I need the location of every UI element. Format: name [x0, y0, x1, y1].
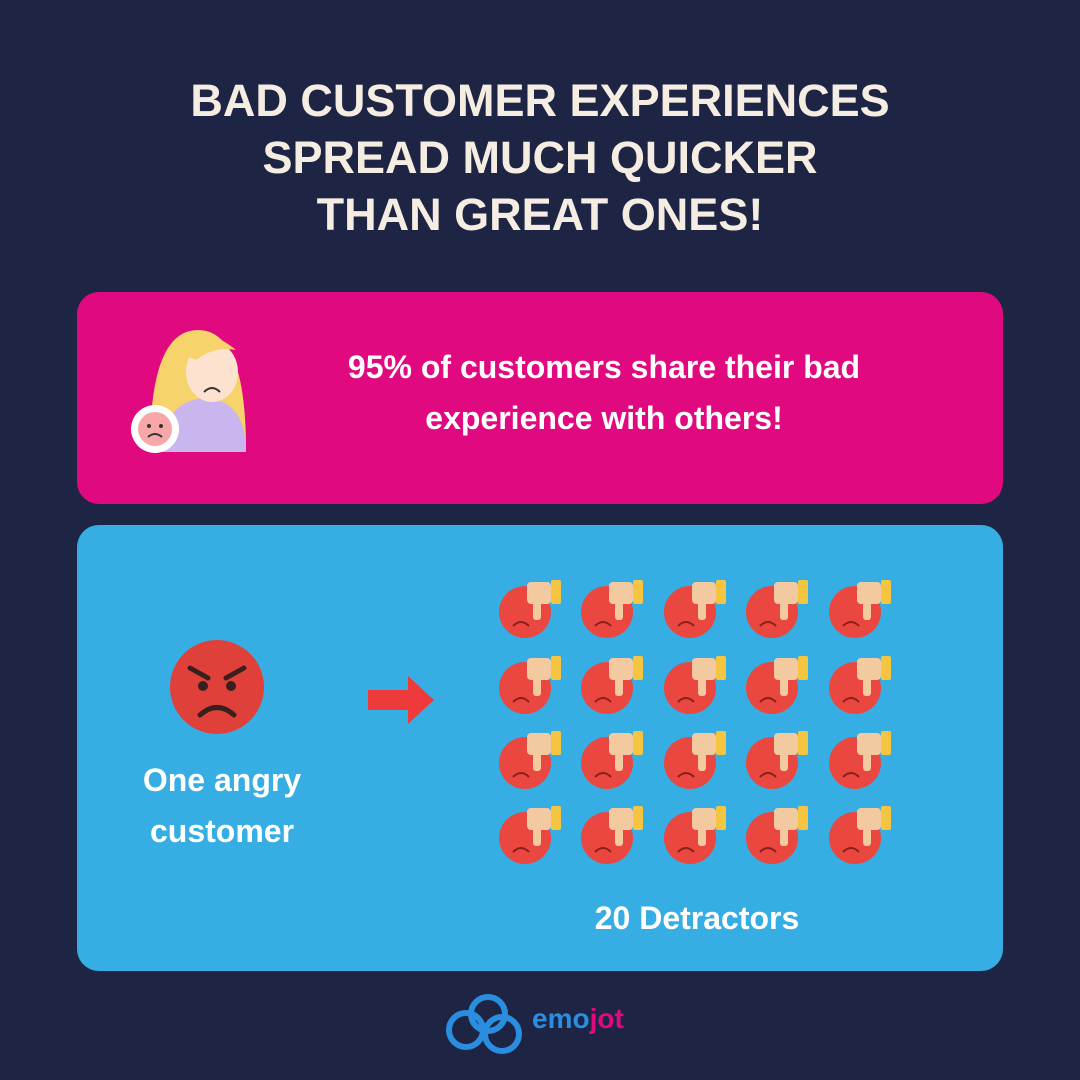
icon-part [677, 772, 695, 778]
arrow [368, 676, 434, 724]
icon-part [774, 808, 798, 830]
title-line: THAN GREAT ONES! [317, 189, 764, 240]
icon-part [615, 753, 623, 771]
icon-part [512, 847, 530, 853]
icon-part [881, 656, 891, 680]
icon-part [677, 847, 695, 853]
icon-part [677, 697, 695, 703]
icon-part [594, 847, 612, 853]
icon-part [857, 733, 881, 755]
icon-part [798, 731, 808, 755]
icon-part [633, 806, 643, 830]
icon-part [863, 753, 871, 771]
icon-part [716, 731, 726, 755]
icon-part [527, 808, 551, 830]
icon-part [842, 772, 860, 778]
icon-part [692, 733, 716, 755]
stat-card [77, 292, 1003, 504]
icon-part [780, 828, 788, 846]
icon-part [759, 621, 777, 627]
icon-part [512, 621, 530, 627]
stat-text: 95% of customers share their bad [348, 349, 860, 385]
icon-part [698, 602, 706, 620]
icon-part [633, 656, 643, 680]
icon-part [551, 580, 561, 604]
icon-part [533, 753, 541, 771]
icon-part [533, 678, 541, 696]
icon-part [615, 678, 623, 696]
detractor-icons [499, 580, 891, 864]
icon-part [857, 808, 881, 830]
icon-part [633, 731, 643, 755]
icon-part [698, 828, 706, 846]
icon-part [698, 753, 706, 771]
icon-part [774, 582, 798, 604]
icon-part [594, 621, 612, 627]
icon-part [615, 828, 623, 846]
icon-part [594, 772, 612, 778]
icon-part [857, 658, 881, 680]
icon-part [716, 580, 726, 604]
icon-part [863, 602, 871, 620]
title-line: BAD CUSTOMER EXPERIENCES [190, 75, 889, 126]
icon-part [881, 580, 891, 604]
icon-part [881, 806, 891, 830]
icon-part [633, 580, 643, 604]
icon-part [759, 847, 777, 853]
icon-part [759, 697, 777, 703]
icon-part [615, 602, 623, 620]
icon-part [759, 772, 777, 778]
icon-part [798, 580, 808, 604]
source-text: customer [150, 813, 294, 849]
icon-part [551, 731, 561, 755]
icon-part [857, 582, 881, 604]
icon-part [533, 602, 541, 620]
icon-part [609, 733, 633, 755]
icon-part [716, 656, 726, 680]
title-line: SPREAD MUCH QUICKER [262, 132, 817, 183]
icon-part [842, 621, 860, 627]
result-text: 20 Detractors [595, 900, 800, 936]
icon-part [863, 828, 871, 846]
icon-part [609, 658, 633, 680]
icon-part [716, 806, 726, 830]
icon-part [698, 678, 706, 696]
icon-part [609, 808, 633, 830]
logo-mark [446, 994, 522, 1054]
logo-part: emo [532, 1003, 590, 1034]
icon-part [692, 582, 716, 604]
woman-icon [131, 330, 246, 453]
icon-part [692, 808, 716, 830]
stat-text: experience with others! [425, 400, 782, 436]
icon-part [842, 847, 860, 853]
icon-part [881, 731, 891, 755]
icon-part [527, 658, 551, 680]
logo-part: jot [589, 1003, 624, 1034]
icon-part [780, 753, 788, 771]
icon-part [512, 697, 530, 703]
angry-face [170, 640, 264, 734]
icon-part [842, 697, 860, 703]
logo-text: emojot [532, 1003, 624, 1034]
icon-part [780, 678, 788, 696]
icon-part [527, 733, 551, 755]
icon-part [774, 658, 798, 680]
icon-part [798, 806, 808, 830]
icon-part [863, 678, 871, 696]
icon-part [551, 806, 561, 830]
icon-part [527, 582, 551, 604]
source-text: One angry [143, 762, 301, 798]
icon-part [609, 582, 633, 604]
icon-part [780, 602, 788, 620]
icon-part [798, 656, 808, 680]
icon-part [692, 658, 716, 680]
icon-part [594, 697, 612, 703]
icon-part [551, 656, 561, 680]
icon-part [512, 772, 530, 778]
icon-part [533, 828, 541, 846]
icon-part [774, 733, 798, 755]
icon-part [677, 621, 695, 627]
